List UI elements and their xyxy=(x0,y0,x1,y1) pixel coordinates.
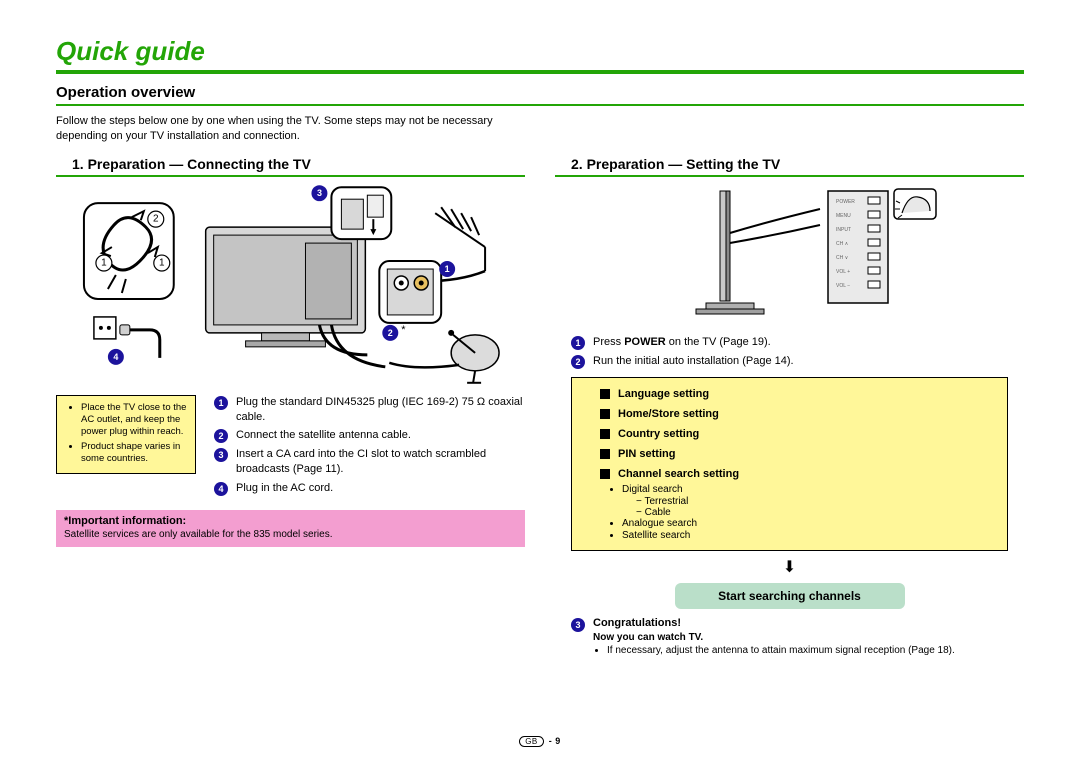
svg-text:1: 1 xyxy=(101,257,107,268)
setting-item: Language setting xyxy=(600,388,995,400)
step-text: Press POWER on the TV (Page 19). xyxy=(593,335,771,350)
congrats-label: Congratulations! xyxy=(593,617,681,632)
arrow-down-icon: ⬇ xyxy=(555,557,1024,577)
settings-box: Language setting Home/Store setting Countr… xyxy=(571,377,1008,551)
setting-label: Language setting xyxy=(618,388,709,400)
placement-notes-box: Place the TV close to the AC outlet, and… xyxy=(56,395,196,475)
setting-label: PIN setting xyxy=(618,448,675,460)
step-text: Run the initial auto installation (Page … xyxy=(593,354,794,369)
step-badge: 2 xyxy=(214,429,228,443)
title-underline xyxy=(56,70,1024,74)
congrats-sub: Now you can watch TV. xyxy=(593,632,703,643)
step-text: Connect the satellite antenna cable. xyxy=(236,428,411,443)
svg-text:INPUT: INPUT xyxy=(836,227,851,233)
svg-text:VOL +: VOL + xyxy=(836,269,850,275)
overview-underline xyxy=(56,104,1024,106)
congrats-bullet: If necessary, adjust the antenna to atta… xyxy=(607,645,1024,656)
step-text: Insert a CA card into the CI slot to wat… xyxy=(236,447,525,477)
setting-sub-item: Satellite search xyxy=(622,530,995,541)
square-bullet-icon xyxy=(600,449,610,459)
svg-text:VOL −: VOL − xyxy=(836,283,850,289)
setting-label: Channel search setting xyxy=(618,468,739,480)
left-underline xyxy=(56,175,525,177)
cable-tie-inset: 2 1 1 xyxy=(84,203,174,299)
svg-text:3: 3 xyxy=(317,188,322,198)
note-item: Product shape varies in some countries. xyxy=(81,441,187,466)
overview-heading: Operation overview xyxy=(56,84,1024,101)
step-badge: 1 xyxy=(571,336,585,350)
finger-press-icon xyxy=(894,189,936,219)
ci-card-inset xyxy=(331,187,391,239)
setting-item: Country setting xyxy=(600,428,995,440)
right-underline xyxy=(555,175,1024,177)
setting-item: Home/Store setting xyxy=(600,408,995,420)
start-searching-pill: Start searching channels xyxy=(675,583,905,609)
square-bullet-icon xyxy=(600,469,610,479)
setting-sub-child: − Cable xyxy=(636,507,995,518)
svg-text:4: 4 xyxy=(113,352,118,362)
footer-gb: GB xyxy=(519,736,544,747)
connector-panel-inset xyxy=(379,261,441,323)
connecting-steps-list: 1 Plug the standard DIN45325 plug (IEC 16… xyxy=(214,395,525,500)
tv-side-icon xyxy=(696,191,820,314)
setting-steps-list: 1 Press POWER on the TV (Page 19). 2 Run th… xyxy=(571,335,1024,369)
button-panel-inset: POWER MENU INPUT CH ∧ CH ∨ VOL + VOL − xyxy=(828,191,888,303)
square-bullet-icon xyxy=(600,389,610,399)
svg-text:2: 2 xyxy=(388,328,393,338)
important-info-box: *Important information: Satellite servic… xyxy=(56,510,525,547)
satellite-dish-icon xyxy=(389,330,499,383)
congrats-block: 3 Congratulations! Now you can watch TV.… xyxy=(571,617,1024,656)
step-item: 2 Run the initial auto installation (Page… xyxy=(571,354,1024,369)
important-heading: *Important information: xyxy=(64,514,517,528)
svg-text:CH ∧: CH ∧ xyxy=(836,241,849,247)
step-badge: 2 xyxy=(571,355,585,369)
svg-text:*: * xyxy=(401,324,406,336)
step-badge: 4 xyxy=(214,482,228,496)
step-item: 1 Press POWER on the TV (Page 19). xyxy=(571,335,1024,350)
right-column: 2. Preparation — Setting the TV POWER xyxy=(555,154,1024,656)
square-bullet-icon xyxy=(600,429,610,439)
svg-text:CH ∨: CH ∨ xyxy=(836,255,849,261)
left-heading: 1. Preparation — Connecting the TV xyxy=(72,156,525,172)
note-item: Place the TV close to the AC outlet, and… xyxy=(81,402,187,439)
wall-outlet-icon xyxy=(94,317,160,358)
setting-label: Country setting xyxy=(618,428,699,440)
setting-item: Channel search setting xyxy=(600,468,995,480)
setting-sub-child: − Terrestrial xyxy=(636,496,995,507)
page-footer: GB - 9 xyxy=(0,736,1080,747)
step-badge: 1 xyxy=(214,396,228,410)
svg-text:2: 2 xyxy=(153,213,159,224)
left-column: 1. Preparation — Connecting the TV 2 1 xyxy=(56,154,525,656)
step-text: Plug the standard DIN45325 plug (IEC 169… xyxy=(236,395,525,425)
important-text: Satellite services are only available fo… xyxy=(64,528,517,541)
step-badge: 3 xyxy=(214,448,228,462)
svg-text:1: 1 xyxy=(159,257,165,268)
footer-page-num: - 9 xyxy=(546,736,561,746)
svg-text:POWER: POWER xyxy=(836,199,855,205)
setting-label: Home/Store setting xyxy=(618,408,719,420)
step-item: 1 Plug the standard DIN45325 plug (IEC 16… xyxy=(214,395,525,425)
setting-figure: POWER MENU INPUT CH ∧ CH ∨ VOL + VOL − xyxy=(555,185,1024,325)
step-text: Plug in the AC cord. xyxy=(236,481,333,496)
step-item: 2 Connect the satellite antenna cable. xyxy=(214,428,525,443)
step-item: 3 Insert a CA card into the CI slot to wa… xyxy=(214,447,525,477)
intro-text: Follow the steps below one by one when u… xyxy=(56,114,536,144)
setting-item: PIN setting xyxy=(600,448,995,460)
svg-text:1: 1 xyxy=(445,264,450,274)
step-item: 4 Plug in the AC cord. xyxy=(214,481,525,496)
page-title: Quick guide xyxy=(56,36,1024,67)
svg-text:MENU: MENU xyxy=(836,213,851,219)
setting-sub-item: Analogue search xyxy=(622,518,995,529)
step-badge-3: 3 xyxy=(571,618,585,632)
setting-sub-item: Digital search xyxy=(622,484,995,495)
square-bullet-icon xyxy=(600,409,610,419)
right-heading: 2. Preparation — Setting the TV xyxy=(571,156,1024,172)
connecting-figure: 2 1 1 4 xyxy=(56,185,525,385)
tv-back-icon xyxy=(206,227,386,367)
